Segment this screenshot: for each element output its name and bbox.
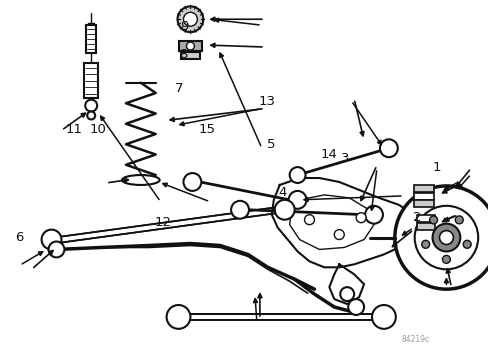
Circle shape <box>442 255 450 264</box>
Circle shape <box>183 12 197 26</box>
Text: 13: 13 <box>258 95 275 108</box>
Text: 1: 1 <box>432 161 441 174</box>
Text: 8: 8 <box>179 49 188 62</box>
Text: 9: 9 <box>180 20 189 33</box>
FancyBboxPatch shape <box>414 193 434 200</box>
Circle shape <box>42 230 61 249</box>
Ellipse shape <box>122 175 160 185</box>
FancyBboxPatch shape <box>178 41 202 51</box>
FancyBboxPatch shape <box>84 63 98 98</box>
Circle shape <box>463 240 471 248</box>
Circle shape <box>348 299 364 315</box>
Text: 6: 6 <box>16 231 24 244</box>
FancyBboxPatch shape <box>416 223 435 230</box>
Circle shape <box>365 206 383 224</box>
Circle shape <box>356 213 366 223</box>
Text: 10: 10 <box>90 123 106 136</box>
FancyBboxPatch shape <box>414 200 434 207</box>
Circle shape <box>183 173 201 191</box>
Circle shape <box>422 240 430 248</box>
Text: 4: 4 <box>278 186 287 199</box>
Text: 2: 2 <box>413 211 421 224</box>
Circle shape <box>231 201 249 219</box>
FancyBboxPatch shape <box>86 25 96 53</box>
Circle shape <box>372 305 396 329</box>
Text: 84219c: 84219c <box>402 335 430 344</box>
Text: 5: 5 <box>267 138 275 151</box>
Circle shape <box>440 231 453 244</box>
Text: 3: 3 <box>341 152 350 165</box>
Circle shape <box>49 242 64 257</box>
Text: 7: 7 <box>174 82 183 95</box>
Circle shape <box>187 42 195 50</box>
Circle shape <box>167 305 191 329</box>
Circle shape <box>275 200 294 220</box>
Text: 15: 15 <box>199 123 216 136</box>
FancyBboxPatch shape <box>180 52 200 59</box>
Circle shape <box>340 287 354 301</box>
Circle shape <box>395 186 490 289</box>
Circle shape <box>455 216 463 224</box>
Circle shape <box>290 167 306 183</box>
Circle shape <box>334 230 344 239</box>
FancyBboxPatch shape <box>416 215 435 222</box>
Circle shape <box>380 139 398 157</box>
Text: 12: 12 <box>155 216 172 229</box>
Circle shape <box>433 224 460 251</box>
Circle shape <box>305 215 315 225</box>
FancyBboxPatch shape <box>414 185 434 192</box>
Text: 14: 14 <box>320 148 337 162</box>
Circle shape <box>415 206 478 269</box>
Text: 11: 11 <box>65 123 82 136</box>
Circle shape <box>289 191 307 209</box>
Circle shape <box>177 6 203 32</box>
Circle shape <box>85 100 97 112</box>
Circle shape <box>87 112 95 120</box>
Circle shape <box>430 216 438 224</box>
